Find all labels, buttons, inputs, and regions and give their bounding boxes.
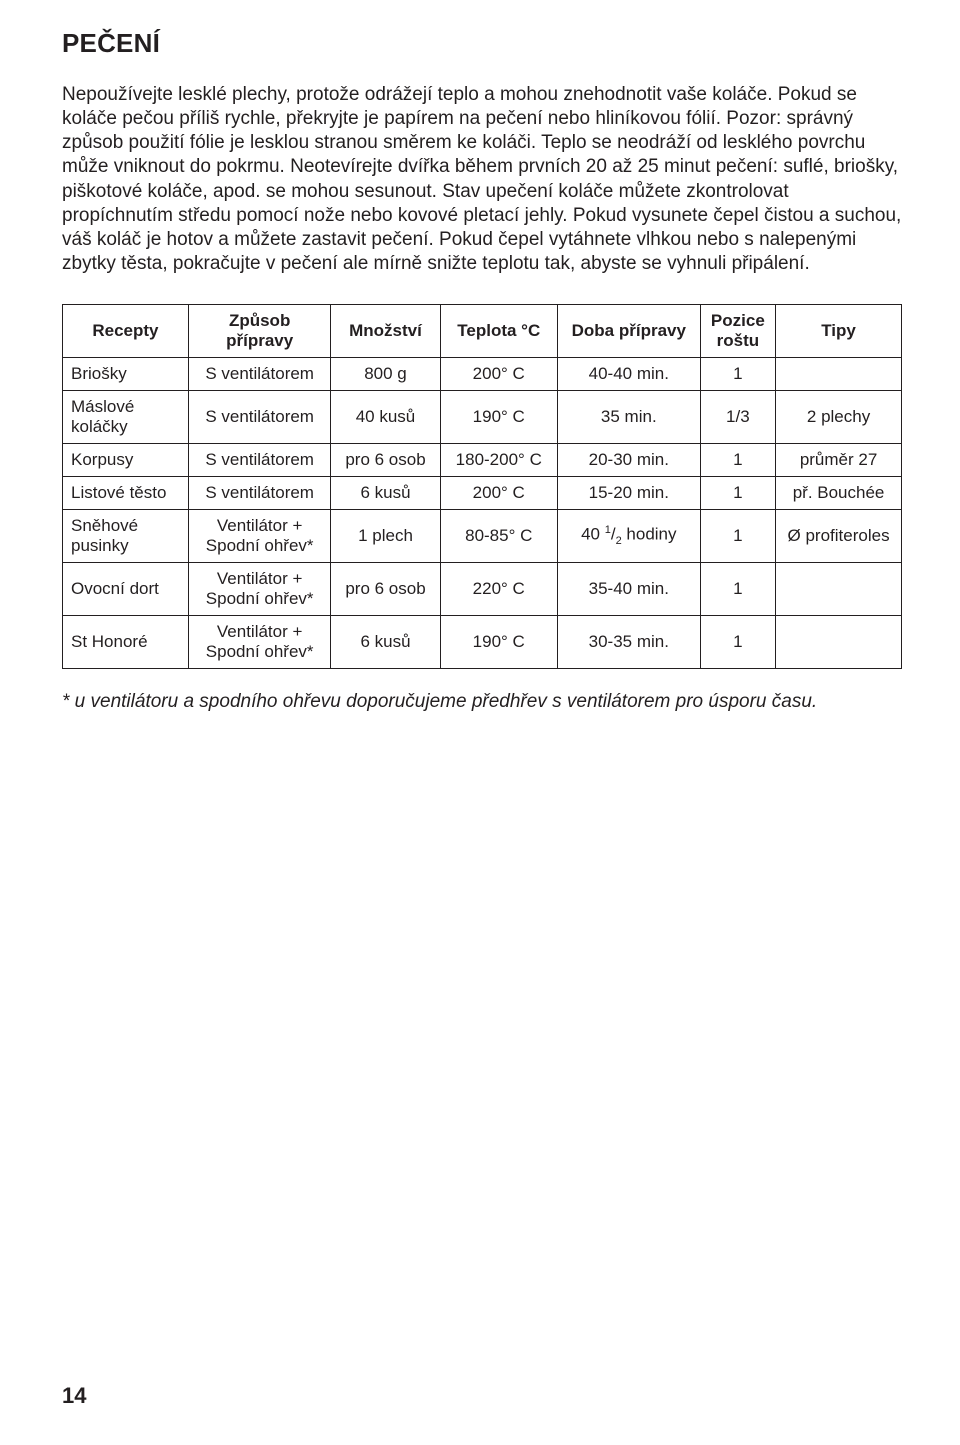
body-paragraph: Nepoužívejte lesklé plechy, protože odrá… [62,83,902,276]
table-row: Ovocní dort Ventilátor + Spodní ohřev* p… [63,563,902,616]
cell-zpusob: S ventilátorem [188,391,331,444]
cell-teplota: 190° C [440,616,557,669]
th-tipy: Tipy [776,305,902,358]
baking-table: Recepty Způsob přípravy Množství Teplota… [62,304,902,669]
cell-mnozstvi: pro 6 osob [331,563,440,616]
cell-mnozstvi: 6 kusů [331,477,440,510]
cell-pozice: 1 [700,510,776,563]
cell-teplota: 180-200° C [440,444,557,477]
cell-zpusob: S ventilátorem [188,444,331,477]
table-row: Máslové koláčky S ventilátorem 40 kusů 1… [63,391,902,444]
cell-tipy [776,358,902,391]
cell-tipy [776,616,902,669]
cell-tipy: průměr 27 [776,444,902,477]
th-teplota: Teplota °C [440,305,557,358]
cell-pozice: 1 [700,444,776,477]
footnote: * u ventilátoru a spodního ohřevu doporu… [62,691,902,713]
cell-recepty: Listové těsto [63,477,189,510]
cell-doba-post: hodiny [622,525,677,544]
table-row: Listové těsto S ventilátorem 6 kusů 200°… [63,477,902,510]
th-doba: Doba přípravy [557,305,700,358]
table-row: Korpusy S ventilátorem pro 6 osob 180-20… [63,444,902,477]
cell-pozice: 1 [700,563,776,616]
cell-teplota: 80-85° C [440,510,557,563]
cell-doba-pre: 40 [581,525,605,544]
cell-recepty: St Honoré [63,616,189,669]
th-recepty: Recepty [63,305,189,358]
cell-doba: 35-40 min. [557,563,700,616]
cell-tipy: Ø profiteroles [776,510,902,563]
cell-zpusob: S ventilátorem [188,358,331,391]
cell-zpusob: Ventilátor + Spodní ohřev* [188,510,331,563]
cell-mnozstvi: 6 kusů [331,616,440,669]
cell-doba: 35 min. [557,391,700,444]
cell-zpusob: Ventilátor + Spodní ohřev* [188,563,331,616]
cell-doba: 20-30 min. [557,444,700,477]
cell-tipy [776,563,902,616]
th-pozice: Pozice roštu [700,305,776,358]
cell-recepty: Korpusy [63,444,189,477]
page-number: 14 [62,1383,86,1409]
table-row: St Honoré Ventilátor + Spodní ohřev* 6 k… [63,616,902,669]
cell-mnozstvi: 1 plech [331,510,440,563]
cell-doba: 40 1/2 hodiny [557,510,700,563]
cell-recepty: Briošky [63,358,189,391]
table-header-row: Recepty Způsob přípravy Množství Teplota… [63,305,902,358]
cell-zpusob: Ventilátor + Spodní ohřev* [188,616,331,669]
cell-doba: 40-40 min. [557,358,700,391]
cell-tipy: př. Bouchée [776,477,902,510]
cell-pozice: 1/3 [700,391,776,444]
cell-mnozstvi: pro 6 osob [331,444,440,477]
cell-tipy: 2 plechy [776,391,902,444]
th-mnozstvi: Množství [331,305,440,358]
cell-teplota: 200° C [440,358,557,391]
page-title: PEČENÍ [62,28,902,59]
cell-doba: 15-20 min. [557,477,700,510]
cell-recepty: Máslové koláčky [63,391,189,444]
cell-zpusob: S ventilátorem [188,477,331,510]
cell-pozice: 1 [700,616,776,669]
cell-teplota: 190° C [440,391,557,444]
cell-teplota: 220° C [440,563,557,616]
cell-doba: 30-35 min. [557,616,700,669]
cell-pozice: 1 [700,358,776,391]
cell-mnozstvi: 800 g [331,358,440,391]
cell-mnozstvi: 40 kusů [331,391,440,444]
table-row: Sněhové pusinky Ventilátor + Spodní ohře… [63,510,902,563]
table-row: Briošky S ventilátorem 800 g 200° C 40-4… [63,358,902,391]
th-zpusob: Způsob přípravy [188,305,331,358]
cell-recepty: Ovocní dort [63,563,189,616]
cell-pozice: 1 [700,477,776,510]
cell-recepty: Sněhové pusinky [63,510,189,563]
cell-teplota: 200° C [440,477,557,510]
